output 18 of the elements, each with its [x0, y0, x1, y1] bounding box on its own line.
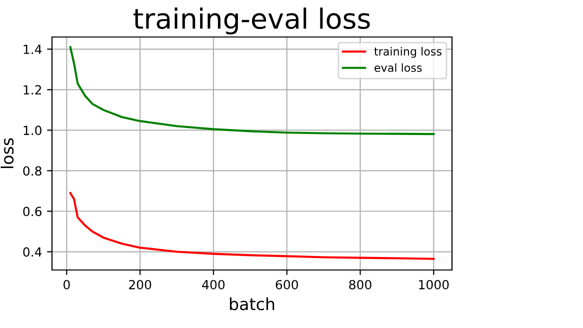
y-tick-label: 0.6: [23, 206, 42, 216]
y-axis-title: loss: [0, 138, 14, 168]
legend-label: eval loss: [374, 63, 422, 72]
y-tick-label: 1.0: [24, 126, 42, 136]
x-tick-label: 800: [349, 280, 372, 290]
y-tick-label: 1.4: [24, 44, 42, 54]
x-tick-label: 400: [202, 280, 225, 290]
line-series: [69, 192, 435, 260]
y-tick-label: 0.8: [23, 166, 42, 176]
chart-title: training-eval loss: [134, 8, 370, 34]
y-tick-label: 0.4: [23, 247, 42, 257]
x-tick-label: 1000: [419, 280, 449, 290]
x-tick-label: 200: [129, 280, 152, 290]
legend-label: training loss: [374, 47, 442, 58]
x-tick-label: 0: [64, 280, 70, 290]
x-tick-label: 600: [276, 280, 298, 290]
y-tick-label: 1.2: [24, 85, 42, 94]
x-axis-title: batch: [230, 297, 274, 310]
